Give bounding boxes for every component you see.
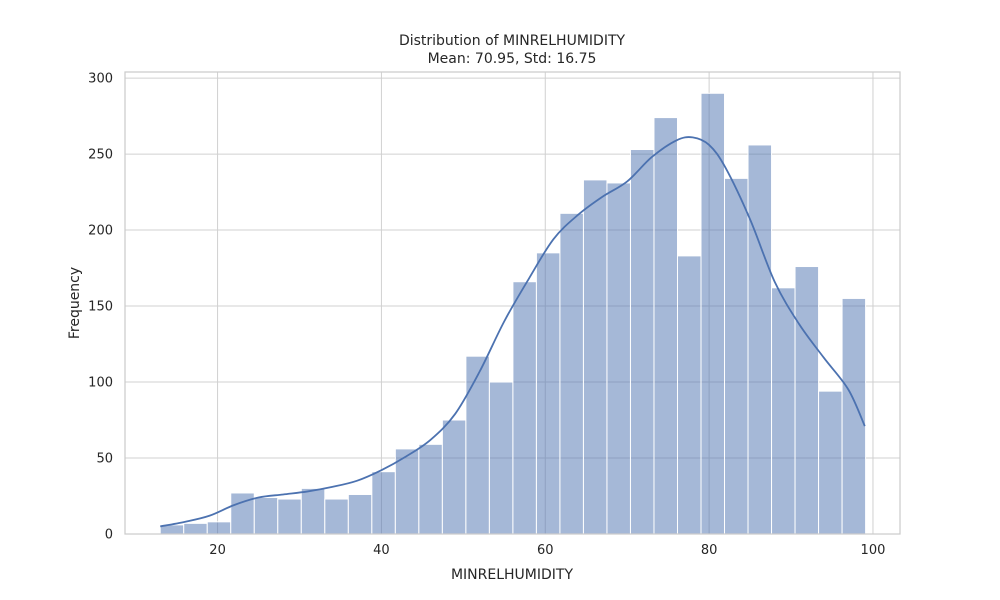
y-tick-label: 200 [88, 224, 113, 239]
x-tick-label: 60 [537, 543, 554, 558]
histogram-bar [441, 419, 467, 535]
histogram-bar [676, 255, 702, 535]
histogram-bar [465, 355, 490, 535]
tick-labels: 20 40 60 80 100 0 50 100 150 200 250 300 [88, 72, 885, 558]
y-tick-label: 100 [88, 376, 113, 391]
histogram-bar [277, 498, 302, 535]
histogram-bar [747, 144, 773, 535]
histogram-bar [606, 182, 631, 535]
histogram-bar [818, 390, 843, 535]
chart-subtitle: Mean: 70.95, Std: 16.75 [428, 51, 597, 67]
x-axis-label: MINRELHUMIDITY [451, 567, 573, 583]
y-tick-label: 250 [88, 148, 113, 163]
histogram-bar [206, 521, 232, 535]
y-tick-label: 50 [96, 452, 113, 467]
histogram-bar [724, 177, 749, 535]
histogram-bar [582, 179, 608, 535]
histogram-bar [347, 493, 373, 535]
histogram-bars [159, 92, 867, 535]
kde-curve [160, 136, 866, 528]
histogram-bar [794, 266, 820, 535]
histogram-bar [559, 212, 584, 535]
x-tick-label: 100 [861, 543, 886, 558]
y-tick-label: 300 [88, 72, 113, 87]
plot-area-frame [124, 71, 901, 535]
histogram-bar [253, 497, 279, 535]
y-tick-label: 0 [105, 528, 113, 543]
x-tick-label: 20 [209, 543, 226, 558]
y-axis-label: Frequency [67, 267, 83, 339]
histogram-bar [183, 522, 208, 535]
kde-curve-group [160, 136, 866, 528]
histogram-bar [488, 381, 514, 535]
histogram-bar [841, 297, 867, 535]
chart-title: Distribution of MINRELHUMIDITY [399, 33, 626, 49]
histogram-bar [653, 117, 678, 535]
histogram-bar [535, 252, 561, 535]
y-tick-label: 150 [88, 300, 113, 315]
x-tick-label: 40 [373, 543, 390, 558]
histogram-bar [512, 281, 537, 535]
histogram-bar [629, 149, 655, 535]
histogram-bar [324, 498, 349, 535]
histogram-bar [300, 487, 326, 535]
histogram-bar [771, 287, 796, 535]
histogram-bar [418, 443, 443, 535]
histogram-bar [371, 471, 396, 535]
x-tick-label: 80 [701, 543, 718, 558]
